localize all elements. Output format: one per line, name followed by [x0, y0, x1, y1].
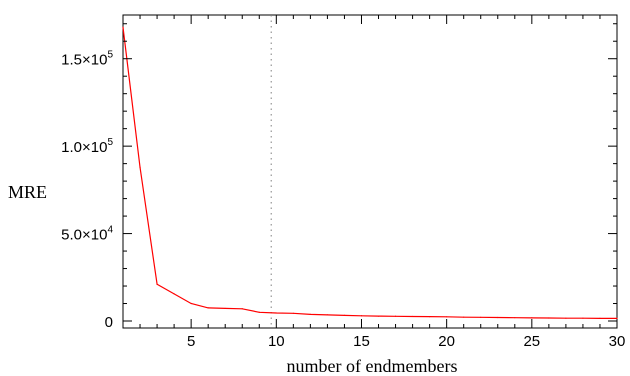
- data-point: [411, 315, 414, 318]
- data-point: [343, 314, 346, 317]
- data-point: [173, 293, 175, 295]
- data-point: [599, 317, 601, 319]
- y-tick-label: 1.5×105: [61, 50, 113, 69]
- data-point: [360, 315, 363, 317]
- data-point: [156, 283, 158, 285]
- series-line: [122, 27, 617, 319]
- data-point: [326, 314, 329, 316]
- data-point: [139, 166, 141, 168]
- data-point: [531, 317, 533, 319]
- data-point: [224, 307, 226, 310]
- data-point: [394, 315, 397, 317]
- data-point: [582, 317, 584, 319]
- data-point: [241, 308, 243, 310]
- data-point: [275, 312, 277, 314]
- x-tick-label: 15: [353, 333, 370, 350]
- y-axis-title: MRE: [8, 182, 47, 202]
- data-point: [514, 317, 516, 319]
- y-tick-label: 1.0×105: [61, 137, 113, 156]
- data-point: [548, 317, 550, 319]
- data-point: [616, 317, 618, 319]
- x-tick-label: 25: [523, 333, 540, 350]
- data-point: [497, 316, 499, 319]
- data-point: [565, 317, 567, 319]
- x-tick-label: 5: [187, 333, 195, 350]
- data-point: [463, 316, 465, 318]
- y-tick-label: 0: [105, 314, 113, 331]
- x-axis-title: number of endmembers: [287, 356, 458, 376]
- data-point: [480, 316, 482, 318]
- y-tick-label: 5.0×104: [61, 225, 113, 244]
- plot-frame: [122, 14, 618, 329]
- data-point: [258, 311, 260, 313]
- data-point: [309, 313, 311, 315]
- x-tick-label: 10: [268, 333, 285, 350]
- data-point: [190, 302, 192, 305]
- x-tick-label: 20: [438, 333, 455, 350]
- data-point: [207, 307, 209, 309]
- data-point: [292, 312, 294, 314]
- data-point: [429, 316, 431, 318]
- data-point: [122, 26, 124, 28]
- data-point: [377, 315, 380, 317]
- x-tick-label: 30: [609, 333, 626, 350]
- data-point: [446, 316, 448, 318]
